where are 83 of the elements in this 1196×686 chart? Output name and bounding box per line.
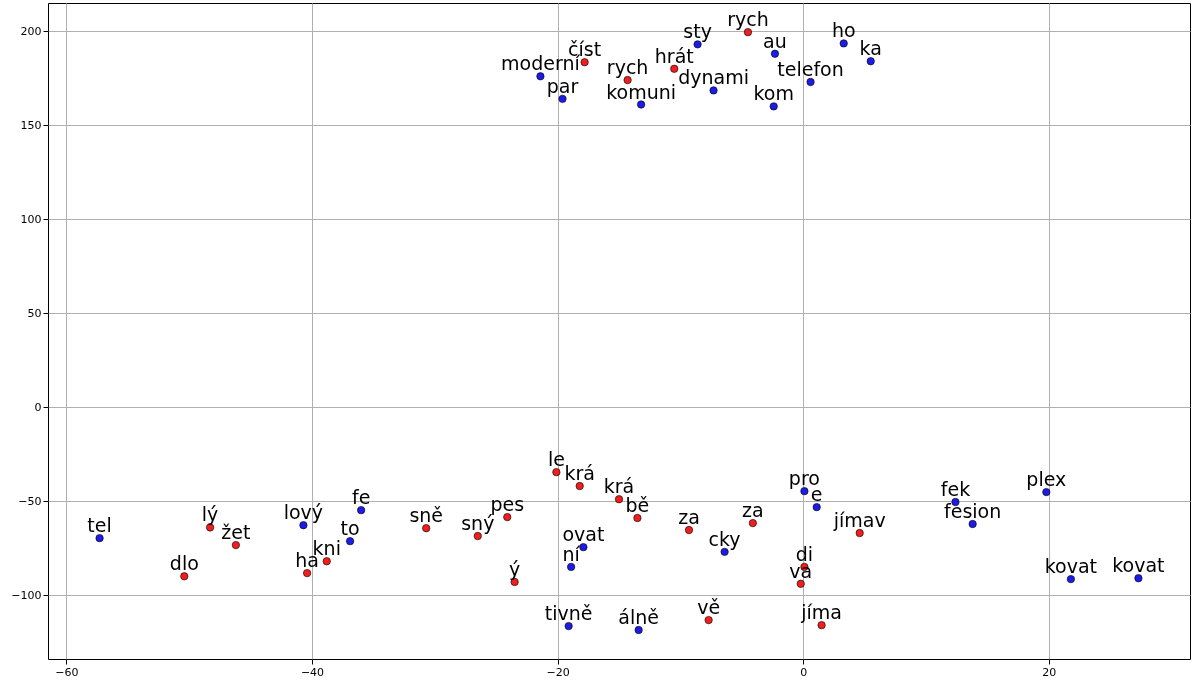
- point: [567, 562, 576, 571]
- point: [95, 534, 104, 543]
- point: [748, 519, 757, 528]
- annotation: dynami: [678, 66, 749, 89]
- point: [1134, 574, 1143, 583]
- annotation: kovat: [1112, 554, 1165, 577]
- annotation: jímav: [832, 509, 886, 532]
- point: [670, 64, 679, 73]
- point: [866, 57, 875, 66]
- annotation: za: [742, 499, 764, 522]
- annotation: ka: [859, 37, 882, 60]
- annotation: le: [547, 448, 565, 471]
- point: [357, 506, 366, 515]
- x-tick-label: −20: [546, 665, 570, 679]
- annotation: pro: [788, 467, 820, 490]
- annotation: fe: [351, 486, 371, 509]
- point: [575, 482, 584, 491]
- annotation: kom: [753, 82, 794, 105]
- annotation: lý: [201, 503, 219, 526]
- annotation: kovat: [1044, 555, 1098, 578]
- annotation: krá: [564, 462, 595, 485]
- annotation: jíma: [800, 601, 842, 624]
- point: [704, 616, 713, 625]
- point: [346, 537, 355, 546]
- point: [536, 72, 545, 81]
- y-tick-label: −50: [18, 494, 42, 508]
- annotation: sně: [409, 504, 444, 527]
- point: [552, 468, 561, 477]
- x-tick-label: −60: [55, 665, 79, 679]
- point: [806, 77, 815, 86]
- point: [1066, 575, 1075, 584]
- annotation: hrát: [654, 44, 694, 67]
- annotation: dlo: [169, 552, 199, 575]
- y-tick-label: 200: [20, 24, 42, 38]
- annotation: komuni: [606, 80, 677, 103]
- annotation: fesion: [944, 500, 1002, 523]
- point: [422, 524, 431, 533]
- point: [634, 626, 643, 635]
- point: [812, 503, 821, 512]
- point: [564, 622, 573, 631]
- point: [968, 520, 977, 529]
- point: [303, 569, 312, 578]
- annotation: tivně: [544, 602, 593, 625]
- annotation: cky: [708, 527, 741, 550]
- point: [579, 543, 588, 552]
- point: [580, 58, 589, 67]
- x-tick-label: −40: [300, 665, 325, 679]
- annotation: žet: [221, 521, 251, 544]
- point: [839, 39, 848, 48]
- point: [614, 495, 624, 504]
- annotation: to: [340, 517, 360, 540]
- annotation: rych: [606, 56, 649, 79]
- annotation: plex: [1026, 468, 1067, 491]
- point: [180, 572, 189, 581]
- annotation: vě: [697, 596, 721, 619]
- point: [633, 514, 642, 523]
- annotation: rych: [727, 8, 769, 31]
- annotation: álně: [618, 606, 659, 629]
- y-tick-label: 150: [20, 118, 42, 132]
- point: [796, 579, 805, 588]
- annotation: par: [546, 74, 579, 97]
- annotation: za: [678, 506, 700, 529]
- y-tick-label: 100: [20, 212, 42, 226]
- y-tick-label: 0: [34, 400, 42, 414]
- annotation: telefon: [777, 57, 844, 80]
- annotation: tel: [87, 514, 112, 537]
- y-tick-label: 50: [27, 306, 42, 320]
- annotation: ho: [831, 19, 856, 42]
- point: [322, 557, 331, 566]
- point: [684, 526, 693, 535]
- annotation: sty: [683, 20, 712, 43]
- annotation: fek: [940, 478, 971, 501]
- x-tick-label: 20: [1042, 665, 1057, 679]
- annotation: ý: [509, 557, 521, 580]
- annotation: au: [763, 29, 787, 52]
- x-tick-label: 0: [800, 665, 808, 679]
- annotation: di: [795, 542, 814, 565]
- annotation: lový: [283, 501, 324, 524]
- point: [770, 49, 779, 58]
- y-tick-label: −100: [11, 588, 42, 602]
- point: [769, 102, 778, 111]
- point: [637, 100, 646, 109]
- point: [231, 541, 240, 550]
